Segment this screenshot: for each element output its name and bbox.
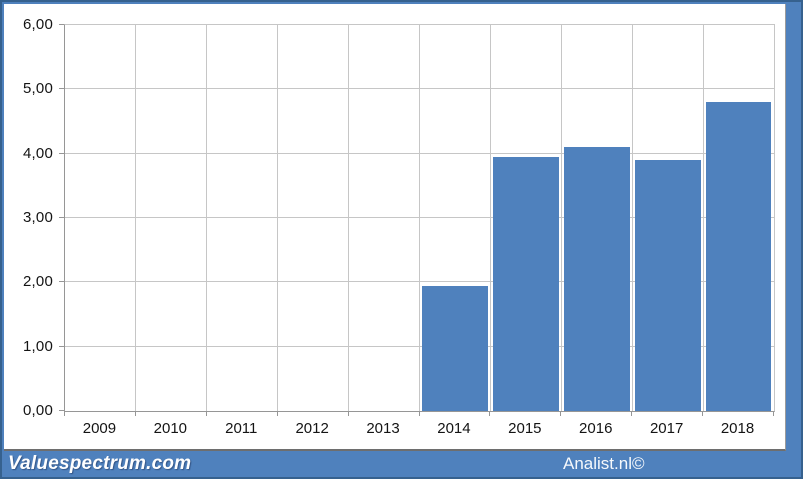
- v-gridline: [560, 25, 562, 411]
- y-axis-tick-label: 2,00: [23, 273, 53, 291]
- y-axis-tick-mark: [59, 152, 64, 154]
- v-gridline: [135, 25, 137, 411]
- y-axis-tick-mark: [59, 345, 64, 347]
- x-axis-tick-mark: [560, 411, 562, 416]
- analist-credit: Analist.nl©: [563, 454, 645, 473]
- x-axis-tick-label: 2014: [437, 420, 471, 437]
- v-gridline: [631, 25, 633, 411]
- valuespectrum-watermark: Valuespectrum.com: [8, 453, 192, 474]
- x-axis-tick-label: 2009: [82, 420, 117, 437]
- x-axis-tick-mark: [347, 411, 349, 416]
- x-axis-tick-mark: [64, 411, 65, 416]
- x-axis-tick-mark: [134, 411, 136, 416]
- y-axis-tick-label: 0,00: [23, 402, 53, 419]
- y-axis-tick-label: 6,00: [23, 16, 53, 33]
- x-axis-tick-label: 2018: [720, 420, 755, 437]
- y-axis-tick-mark: [59, 217, 64, 218]
- chart-panel: 0,00 1,00 2,00 3,00 4,00 5,00 6,00 2009 2010 201…: [4, 4, 786, 451]
- y-axis-tick-mark: [59, 281, 64, 283]
- x-axis-tick-label: 2016: [579, 420, 613, 437]
- bar-2014: [422, 285, 488, 411]
- y-axis-tick-label: 4,00: [23, 144, 53, 162]
- footer-bar: Valuespectrum.com Analist.nl©: [2, 451, 801, 477]
- x-axis-tick-mark: [489, 411, 491, 416]
- x-axis-tick-mark: [702, 411, 704, 416]
- bar-2018: [705, 102, 772, 411]
- y-axis-tick-label: 5,00: [23, 80, 53, 98]
- v-gridline: [702, 25, 704, 411]
- x-axis-tick-label: 2017: [649, 420, 684, 437]
- x-axis-tick-label: 2010: [153, 420, 188, 437]
- y-axis-tick-label: 3,00: [23, 209, 53, 226]
- plot-area: [64, 24, 775, 412]
- x-axis-tick-label: 2013: [366, 420, 400, 437]
- x-axis-tick-mark: [205, 411, 207, 416]
- bar-2017: [634, 160, 701, 411]
- x-axis-tick-mark: [631, 411, 633, 416]
- x-axis-tick-mark: [773, 411, 774, 416]
- x-axis-tick-label: 2015: [508, 420, 542, 437]
- x-axis-tick-mark: [418, 411, 420, 416]
- x-axis-tick-mark: [276, 411, 278, 416]
- y-axis-tick-mark: [59, 24, 64, 25]
- y-axis-tick-mark: [59, 88, 64, 90]
- x-axis-tick-label: 2011: [225, 420, 258, 437]
- v-gridline: [206, 25, 208, 411]
- v-gridline: [277, 25, 279, 411]
- y-axis-tick-label: 1,00: [23, 337, 53, 355]
- v-gridline: [419, 25, 420, 411]
- bar-2016: [563, 147, 630, 411]
- bar-2015: [492, 156, 559, 411]
- v-gridline: [348, 25, 350, 411]
- y-axis-tick-mark: [59, 410, 64, 411]
- v-gridline: [489, 25, 491, 411]
- x-axis-tick-label: 2012: [295, 420, 329, 437]
